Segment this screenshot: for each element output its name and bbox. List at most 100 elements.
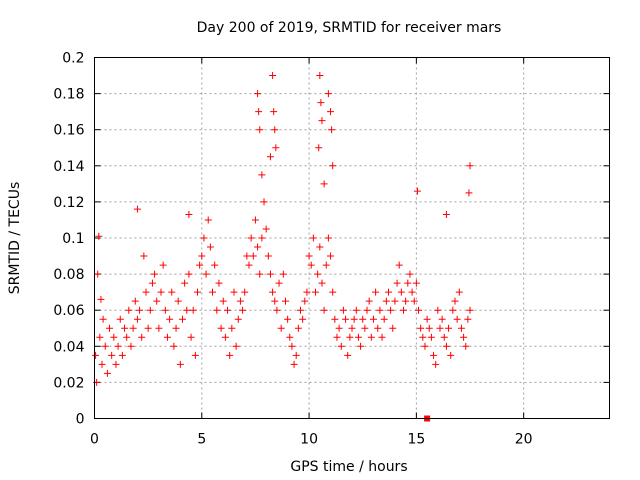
data-point	[322, 261, 330, 269]
data-point	[299, 315, 307, 323]
data-point	[269, 72, 277, 80]
data-point	[254, 243, 262, 251]
data-point	[187, 333, 195, 341]
y-tick-label: 0.2	[62, 51, 84, 67]
data-point	[236, 297, 244, 305]
y-tick-label: 0.16	[53, 123, 84, 139]
data-point	[425, 324, 433, 332]
data-point	[178, 315, 186, 323]
data-point	[344, 351, 352, 359]
data-point	[382, 297, 390, 305]
data-point	[148, 279, 156, 287]
data-point	[440, 333, 448, 341]
data-point	[217, 324, 225, 332]
x-tick-labels: 0 5 10 15 20	[90, 432, 533, 448]
data-point	[445, 324, 453, 332]
data-point	[260, 198, 268, 206]
data-point	[457, 324, 465, 332]
data-point	[410, 297, 418, 305]
data-point	[96, 333, 104, 341]
data-point	[239, 306, 247, 314]
data-point	[256, 270, 264, 278]
data-point	[316, 72, 324, 80]
data-point	[159, 261, 167, 269]
data-point	[419, 333, 427, 341]
data-point	[98, 360, 106, 368]
data-point	[462, 342, 470, 350]
data-point	[176, 360, 184, 368]
data-point	[427, 333, 435, 341]
data-point	[196, 261, 204, 269]
data-point	[389, 324, 397, 332]
data-point	[432, 360, 440, 368]
data-point	[279, 270, 287, 278]
data-point	[442, 211, 450, 219]
data-point	[466, 162, 474, 170]
y-tick-label: 0.02	[53, 375, 84, 391]
data-point	[206, 243, 214, 251]
data-point	[140, 252, 148, 260]
data-point	[200, 234, 208, 242]
data-point	[202, 270, 210, 278]
data-point	[329, 162, 337, 170]
data-point	[354, 333, 362, 341]
data-point	[172, 324, 180, 332]
data-point	[317, 99, 325, 107]
data-point	[129, 324, 137, 332]
data-point	[387, 306, 395, 314]
data-point	[318, 279, 326, 287]
data-point	[161, 306, 169, 314]
data-point	[133, 315, 141, 323]
data-point	[294, 324, 302, 332]
data-point	[391, 297, 399, 305]
data-point	[307, 261, 315, 269]
chart-title: Day 200 of 2019, SRMTID for receiver mar…	[197, 20, 502, 36]
data-point	[281, 297, 289, 305]
data-point	[335, 324, 343, 332]
data-point	[264, 252, 272, 260]
data-point	[247, 234, 255, 242]
data-point	[121, 324, 129, 332]
x-axis-label: GPS time / hours	[290, 459, 407, 475]
data-point	[103, 369, 111, 377]
data-point	[337, 342, 345, 350]
data-point	[191, 351, 199, 359]
plot-frame	[94, 57, 610, 419]
y-tick-label: 0.14	[53, 159, 84, 175]
data-point	[442, 342, 450, 350]
data-point	[189, 306, 197, 314]
data-point	[138, 333, 146, 341]
data-point	[211, 261, 219, 269]
data-point	[275, 279, 283, 287]
data-point	[266, 270, 274, 278]
data-point	[272, 144, 280, 152]
data-point	[251, 216, 259, 224]
x-tick-label: 5	[197, 432, 206, 448]
y-tick-label: 0.1	[62, 231, 84, 247]
data-point	[339, 306, 347, 314]
data-point	[153, 297, 161, 305]
data-point	[318, 117, 326, 125]
x-tick-label: 10	[300, 432, 318, 448]
data-point	[465, 189, 473, 197]
data-point	[320, 306, 328, 314]
data-point	[327, 252, 335, 260]
data-point	[183, 306, 191, 314]
data-point	[434, 306, 442, 314]
data-point	[415, 306, 423, 314]
data-point	[110, 333, 118, 341]
data-point	[284, 315, 292, 323]
data-point	[331, 315, 339, 323]
grid-lines	[94, 57, 610, 419]
data-point	[290, 360, 298, 368]
data-point	[402, 297, 410, 305]
data-point	[438, 315, 446, 323]
data-point	[447, 351, 455, 359]
data-point	[198, 252, 206, 260]
data-point	[249, 252, 257, 260]
x-tick-label: 15	[407, 432, 425, 448]
data-point	[361, 324, 369, 332]
y-tick-label: 0.04	[53, 339, 84, 355]
y-tick-label: 0.18	[53, 87, 84, 103]
